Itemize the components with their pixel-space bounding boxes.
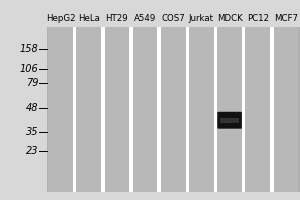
- Bar: [129, 27, 133, 192]
- Text: HepG2: HepG2: [46, 14, 75, 23]
- Text: 35: 35: [26, 127, 38, 137]
- Bar: [274, 27, 298, 192]
- Text: HT29: HT29: [106, 14, 128, 23]
- Text: PC12: PC12: [247, 14, 269, 23]
- Bar: [48, 27, 73, 192]
- Text: 79: 79: [26, 78, 38, 88]
- Bar: [242, 27, 245, 192]
- Text: COS7: COS7: [161, 14, 185, 23]
- Text: 48: 48: [26, 103, 38, 113]
- Text: 158: 158: [20, 44, 38, 54]
- Text: 106: 106: [20, 64, 38, 74]
- Bar: [133, 27, 158, 192]
- Bar: [220, 118, 239, 123]
- Bar: [189, 27, 214, 192]
- Text: 23: 23: [26, 146, 38, 156]
- Bar: [105, 27, 129, 192]
- Bar: [270, 27, 274, 192]
- Text: MCF7: MCF7: [274, 14, 298, 23]
- Bar: [46, 27, 300, 192]
- Bar: [158, 27, 161, 192]
- Bar: [245, 27, 270, 192]
- Bar: [73, 27, 76, 192]
- Bar: [76, 27, 101, 192]
- FancyBboxPatch shape: [217, 112, 242, 129]
- Text: MDCK: MDCK: [217, 14, 242, 23]
- Bar: [217, 27, 242, 192]
- Text: HeLa: HeLa: [78, 14, 100, 23]
- Bar: [161, 27, 185, 192]
- Bar: [214, 27, 217, 192]
- Bar: [101, 27, 105, 192]
- Text: A549: A549: [134, 14, 156, 23]
- Text: Jurkat: Jurkat: [189, 14, 214, 23]
- Bar: [185, 27, 189, 192]
